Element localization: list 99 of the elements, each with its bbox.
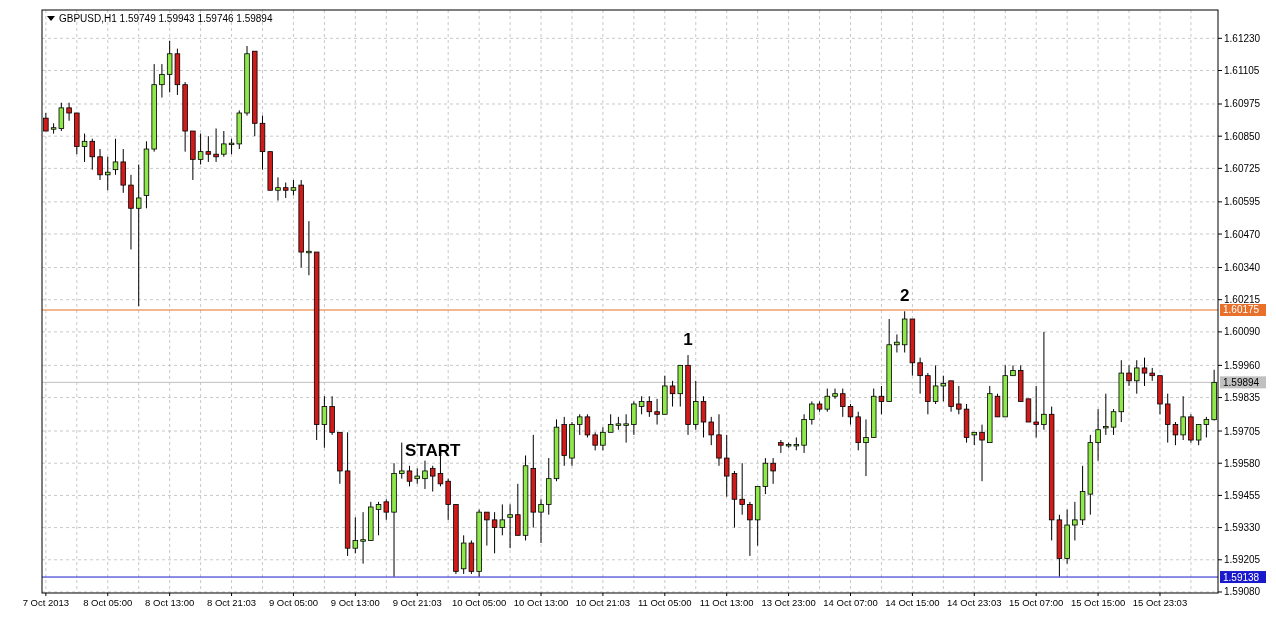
candlestick [221, 130, 227, 158]
y-tick-label: 1.59835 [1224, 392, 1261, 404]
ref-line-label: 1.59138 [1223, 571, 1260, 583]
candlestick [105, 156, 111, 191]
y-tick-label: 1.60850 [1224, 130, 1261, 142]
candlestick [360, 511, 366, 565]
x-tick-label: 7 Oct 2013 [22, 597, 70, 608]
x-tick-label: 13 Oct 23:00 [761, 597, 816, 608]
y-tick-label: 1.60470 [1224, 228, 1261, 240]
y-tick-label: 1.59205 [1224, 554, 1261, 566]
x-tick-label: 10 Oct 13:00 [513, 597, 569, 608]
y-tick-label: 1.60725 [1224, 162, 1261, 174]
candlestick [1041, 331, 1047, 431]
candlestick [863, 418, 869, 477]
candlestick [1188, 413, 1194, 444]
candlestick [120, 148, 126, 194]
candlestick [306, 220, 312, 276]
candlestick [693, 380, 699, 431]
candlestick [708, 416, 714, 446]
x-tick-label: 10 Oct 05:00 [451, 597, 507, 608]
annotation: 1 [683, 330, 693, 350]
candlestick [1072, 501, 1078, 541]
annotation: 2 [899, 286, 910, 306]
candlestick [739, 462, 745, 516]
candlestick [840, 388, 846, 418]
candlestick [275, 176, 281, 202]
candlestick [515, 483, 521, 536]
y-tick-label: 1.61230 [1224, 32, 1261, 44]
candlestick [1033, 385, 1039, 438]
candlestick [894, 333, 900, 353]
candlestick [809, 400, 815, 426]
candlestick [97, 148, 103, 181]
candlestick [770, 457, 776, 485]
x-tick-label: 8 Oct 21:03 [206, 597, 257, 608]
y-tick-label: 1.59455 [1224, 489, 1261, 501]
x-tick-label: 15 Oct 15:00 [1070, 597, 1126, 608]
candlestick [66, 102, 72, 122]
candlestick [128, 174, 134, 250]
y-tick-label: 1.59705 [1224, 425, 1261, 437]
x-tick-label: 9 Oct 21:03 [392, 597, 442, 608]
candlestick [979, 424, 985, 482]
candlestick [778, 439, 784, 454]
annotation: START [405, 440, 462, 460]
y-tick-label: 1.60340 [1224, 262, 1261, 274]
candlestick [654, 398, 660, 426]
y-tick-label: 1.59080 [1224, 586, 1261, 598]
x-tick-label: 8 Oct 13:00 [145, 597, 195, 608]
x-tick-label: 9 Oct 13:00 [330, 597, 380, 608]
candlestick [700, 395, 707, 438]
y-tick-label: 1.60595 [1224, 196, 1261, 208]
x-tick-label: 14 Oct 15:00 [885, 597, 940, 608]
candlestick [112, 138, 119, 176]
candlestick [1180, 395, 1186, 441]
candlestick [1103, 393, 1109, 436]
candlestick [1126, 364, 1132, 387]
candlestick [1141, 357, 1148, 387]
candlestick [1134, 359, 1140, 395]
x-tick-label: 14 Oct 07:00 [823, 597, 878, 608]
candlestick [600, 426, 606, 451]
ref-line-label: 1.60175 [1223, 304, 1260, 316]
y-tick-label: 1.61105 [1224, 65, 1260, 77]
candlestick [422, 460, 428, 490]
candlestick [716, 413, 722, 467]
candlestick [917, 357, 923, 395]
candlestick [213, 127, 219, 163]
candlestick [135, 164, 142, 307]
candlestick [623, 413, 629, 444]
candlestick [832, 388, 838, 400]
candlestick [631, 400, 637, 436]
x-tick-label: 9 Oct 05:00 [268, 597, 319, 608]
y-tick-label: 1.59960 [1224, 359, 1261, 371]
x-tick-label: 14 Oct 23:03 [947, 597, 1002, 608]
y-tick-label: 1.59330 [1224, 522, 1261, 534]
candlestick [956, 385, 962, 415]
candlestick [592, 431, 598, 451]
x-tick-label: 11 Oct 13:00 [699, 597, 754, 608]
candlestick [159, 63, 165, 99]
candlestick [484, 511, 490, 547]
candlestick [507, 503, 513, 549]
candlestick [994, 393, 1001, 418]
x-tick-label: 15 Oct 23:03 [1132, 597, 1188, 608]
candlestick [847, 403, 854, 426]
y-tick-label: 1.60215 [1224, 294, 1261, 306]
candlestick [445, 478, 451, 521]
x-tick-label: 8 Oct 05:00 [83, 597, 133, 608]
y-tick-label: 1.60975 [1224, 98, 1261, 110]
candlestick [406, 465, 413, 487]
candlestick [747, 501, 753, 557]
ref-line-label: 1.59894 [1223, 376, 1260, 388]
y-tick-label: 1.60090 [1224, 326, 1261, 338]
x-tick-label: 10 Oct 21:03 [575, 597, 631, 608]
candlestick [399, 442, 405, 480]
candlestick [538, 498, 544, 544]
chart-title: GBPUSD,H1 1.59749 1.59943 1.59746 1.59894 [59, 13, 273, 24]
candlestick [1095, 408, 1101, 462]
candlestick [1010, 364, 1016, 377]
y-tick-label: 1.59580 [1224, 457, 1261, 469]
x-tick-label: 15 Oct 07:00 [1008, 597, 1064, 608]
x-tick-label: 11 Oct 05:00 [637, 597, 692, 608]
